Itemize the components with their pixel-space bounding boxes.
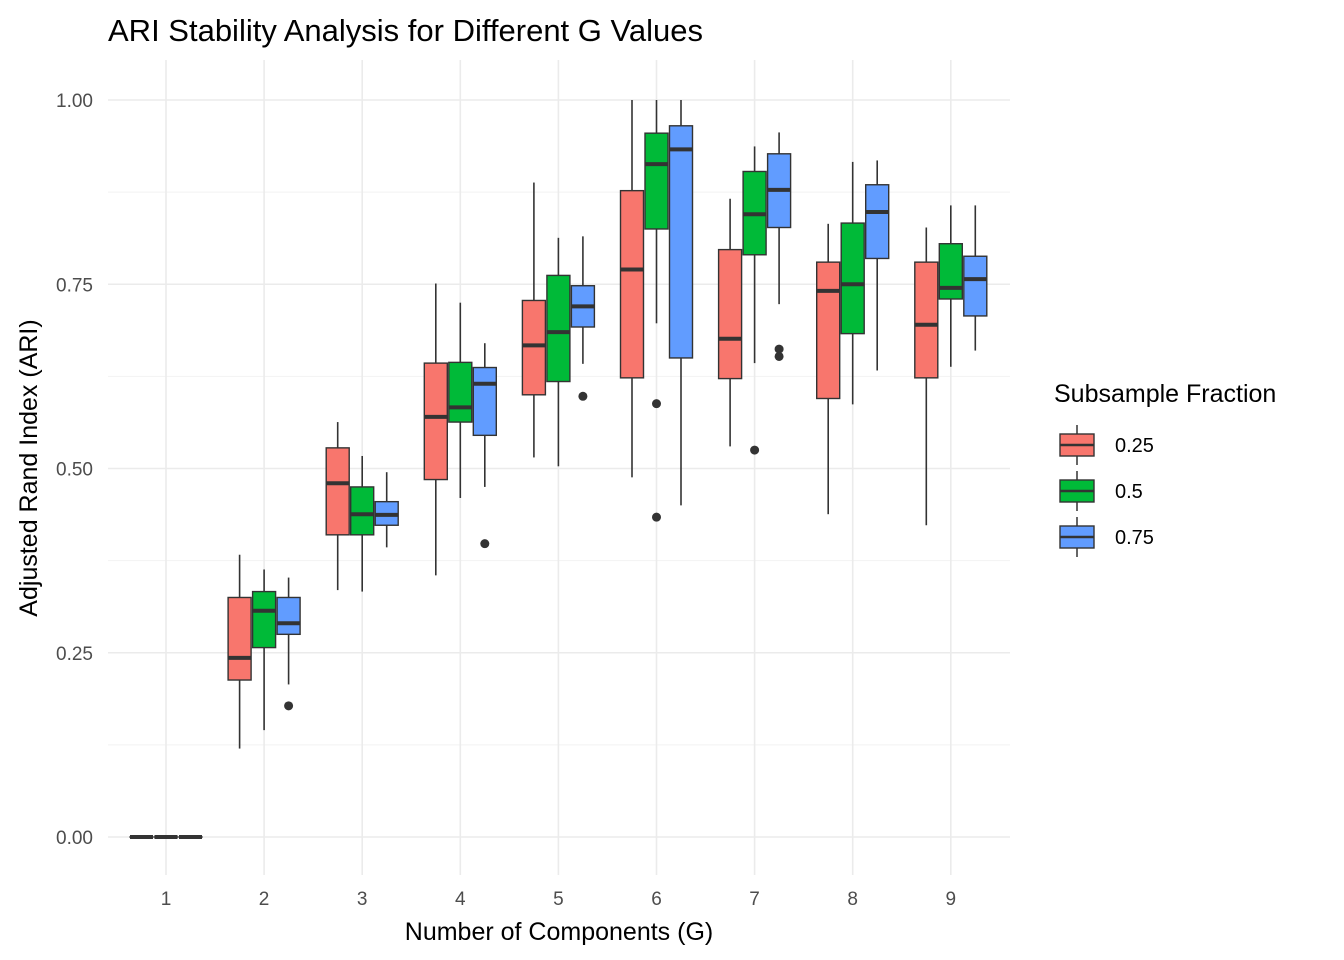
box-body (668, 125, 694, 359)
x-tick-label: 2 (259, 889, 270, 910)
box-3-0.75 (374, 472, 399, 548)
legend: Subsample Fraction 0.25 0.5 0.75 (1054, 380, 1276, 557)
legend-label: 0.25 (1115, 435, 1154, 457)
box-8-0.25 (816, 223, 841, 515)
x-tick-label: 6 (651, 889, 662, 910)
legend-item-0.75: 0.75 (1059, 517, 1154, 557)
box-4-0.25 (423, 283, 448, 576)
legend-label: 0.75 (1115, 527, 1154, 549)
box-body (325, 447, 350, 536)
box-body (840, 222, 865, 335)
x-tick-label: 8 (847, 889, 858, 910)
box-body (619, 189, 645, 379)
grid-lines (108, 60, 1010, 875)
box-4-0.5 (448, 302, 473, 498)
x-tick-label: 4 (455, 889, 466, 910)
y-axis-ticks: 0.00 0.25 0.50 0.75 1.00 (56, 91, 93, 849)
box-7-0.5 (742, 146, 767, 455)
box-2-0.25 (227, 554, 252, 749)
box-9-0.5 (938, 205, 963, 367)
y-tick-label: 0.75 (56, 275, 93, 296)
box-body (472, 366, 497, 437)
box-body (963, 255, 988, 317)
box-body (914, 261, 939, 379)
legend-item-0.5: 0.5 (1059, 471, 1143, 511)
box-body (938, 243, 963, 300)
outlier-point (774, 351, 784, 361)
box-8-0.75 (865, 160, 890, 371)
chart-title: ARI Stability Analysis for Different G V… (108, 13, 703, 48)
box-5-0.5 (546, 237, 571, 467)
outlier-point (578, 391, 588, 401)
x-tick-label: 5 (553, 889, 564, 910)
box-4-0.75 (472, 343, 497, 549)
box-6-0.25 (619, 100, 645, 478)
box-body (350, 486, 375, 536)
legend-item-0.25: 0.25 (1059, 425, 1154, 465)
x-tick-label: 3 (357, 889, 368, 910)
outlier-point (480, 539, 490, 549)
box-body (423, 362, 448, 481)
box-body (227, 596, 252, 681)
box-body (546, 274, 571, 383)
box-body (816, 261, 841, 400)
box-2-0.75 (276, 577, 301, 711)
box-5-0.25 (521, 182, 547, 458)
box-body (521, 299, 547, 396)
x-axis-ticks: 1 2 3 4 5 6 7 8 9 (161, 889, 956, 910)
outlier-point (284, 701, 294, 711)
box-body (251, 590, 277, 649)
box-6-0.75 (668, 100, 694, 506)
box-3-0.25 (325, 422, 350, 591)
outlier-point (750, 445, 760, 455)
y-axis-title: Adjusted Rand Index (ARI) (15, 319, 43, 616)
x-tick-label: 9 (946, 889, 957, 910)
legend-title: Subsample Fraction (1054, 380, 1276, 408)
plot-panel (108, 60, 1010, 875)
box-body (276, 596, 301, 636)
outlier-point (652, 512, 661, 522)
x-tick-label: 1 (161, 889, 172, 910)
x-tick-label: 7 (749, 889, 760, 910)
box-body (865, 184, 890, 260)
outlier-point (774, 344, 784, 354)
y-tick-label: 1.00 (56, 91, 93, 112)
box-7-0.75 (766, 132, 792, 361)
box-3-0.5 (350, 455, 375, 592)
y-tick-label: 0.25 (56, 644, 93, 665)
box-body (717, 248, 743, 380)
legend-label: 0.5 (1115, 481, 1143, 503)
box-9-0.25 (914, 227, 939, 526)
y-tick-label: 0.50 (56, 460, 93, 481)
box-layer (129, 100, 988, 839)
legend-items: 0.25 0.5 0.75 (1059, 425, 1154, 557)
box-body (448, 361, 473, 423)
y-tick-label: 0.00 (56, 828, 93, 849)
box-5-0.75 (570, 236, 596, 401)
x-axis-title: Number of Components (G) (405, 918, 713, 946)
box-9-0.75 (963, 205, 988, 351)
box-7-0.25 (717, 198, 743, 447)
box-body (644, 132, 669, 230)
outlier-point (652, 399, 661, 409)
box-8-0.5 (840, 161, 865, 405)
box-6-0.5 (644, 100, 669, 522)
box-2-0.5 (251, 569, 277, 731)
